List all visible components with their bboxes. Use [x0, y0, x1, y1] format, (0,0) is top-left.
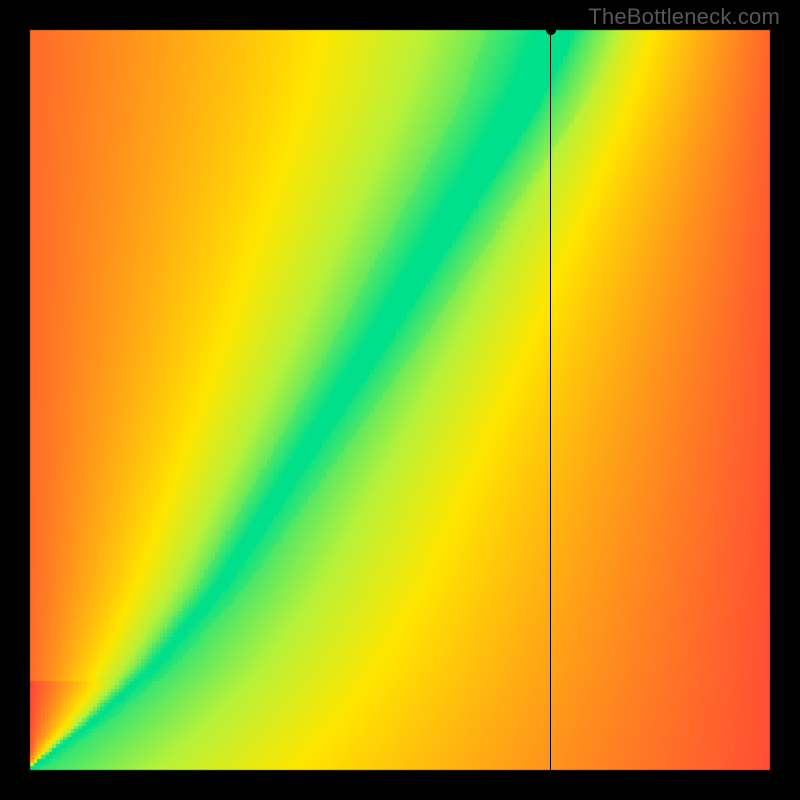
marker-vertical-line: [550, 30, 551, 770]
watermark-text: TheBottleneck.com: [588, 4, 780, 30]
marker-dot: [546, 25, 556, 35]
bottleneck-heatmap: [0, 0, 800, 800]
